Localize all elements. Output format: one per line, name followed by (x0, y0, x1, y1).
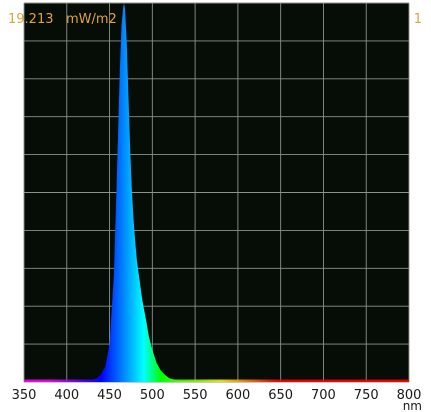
power-value: 19.213 (8, 12, 54, 27)
x-tick-label: 750 (354, 388, 379, 403)
x-tick-label: 500 (140, 388, 165, 403)
grid-lines (23, 2, 410, 383)
x-tick-label: 350 (12, 388, 37, 403)
x-tick-label: 450 (97, 388, 122, 403)
scale-max-value: 1 (413, 12, 422, 27)
x-axis-tick-labels: 350 400 450 500 550 600 650 700 750 800 (12, 388, 422, 403)
spectrum-series (24, 3, 409, 382)
baseline-glow (24, 379, 409, 382)
x-tick-label: 400 (54, 388, 79, 403)
x-tick-label: 800 (397, 388, 422, 403)
x-tick-label: 650 (268, 388, 293, 403)
spectrum-area-0 (24, 3, 409, 382)
power-unit: mW/m2 (66, 12, 117, 27)
x-tick-label: 700 (311, 388, 336, 403)
spectrum-baseline (24, 379, 409, 382)
x-tick-label: 600 (225, 388, 250, 403)
x-axis-unit-label: nm (403, 399, 422, 412)
x-tick-label: 550 (183, 388, 208, 403)
